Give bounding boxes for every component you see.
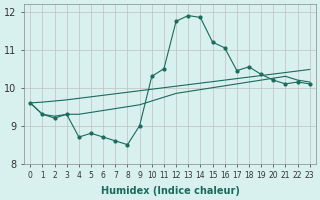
X-axis label: Humidex (Indice chaleur): Humidex (Indice chaleur): [100, 186, 239, 196]
